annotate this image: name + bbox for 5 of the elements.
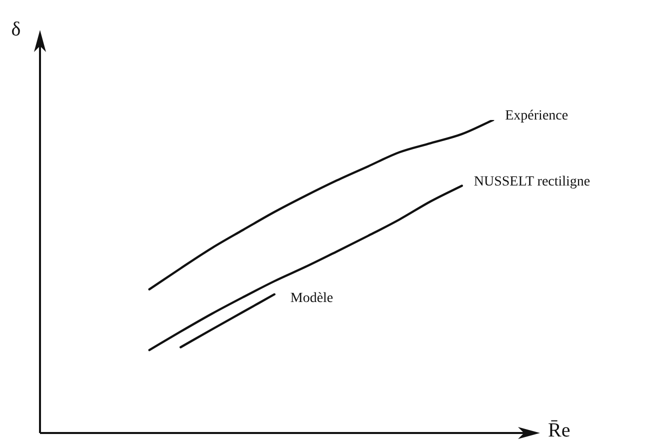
series-label: Modèle <box>290 291 334 306</box>
x-axis-title: R̄e <box>548 419 570 441</box>
y-axis-title: δ <box>11 18 21 40</box>
series-label: Expérience <box>505 108 568 124</box>
series-label: NUSSELT rectiligne <box>474 174 590 190</box>
